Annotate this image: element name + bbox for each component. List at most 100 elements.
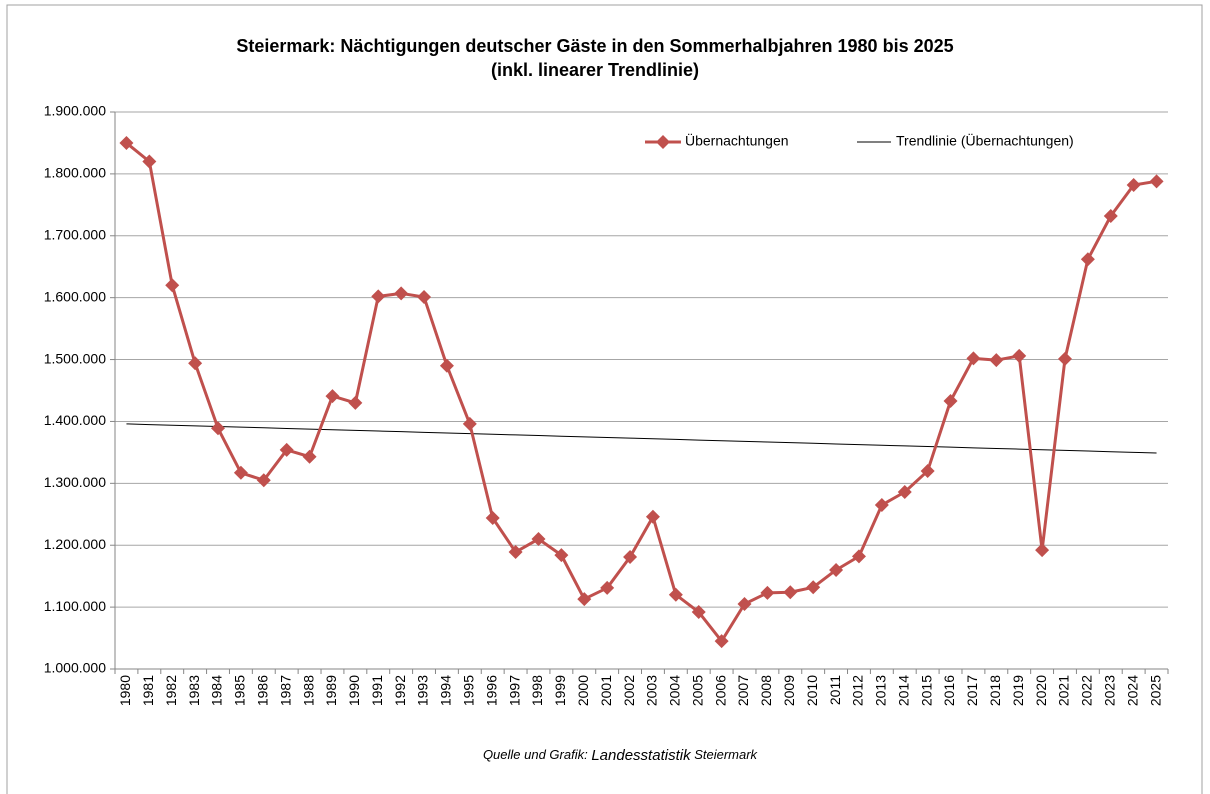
- x-tick-label: 2005: [689, 675, 705, 706]
- y-tick-label: 1.900.000: [44, 103, 106, 119]
- data-line: [125, 141, 1157, 643]
- x-tick-label: 2011: [827, 675, 843, 705]
- y-tick-label: 1.000.000: [44, 660, 106, 676]
- data-point: [1012, 348, 1027, 363]
- chart-title: Steiermark: Nächtigungen deutscher Gäste…: [236, 36, 953, 56]
- x-tick-label: 2007: [735, 675, 751, 706]
- x-tick-label: 2013: [873, 675, 889, 706]
- x-tick-label: 2018: [987, 675, 1003, 706]
- y-tick-label: 1.500.000: [44, 350, 106, 366]
- data-point: [668, 587, 683, 602]
- data-point: [691, 605, 706, 620]
- x-tick-label: 2019: [1010, 675, 1026, 706]
- data-point: [897, 484, 912, 499]
- data-point: [508, 545, 523, 560]
- x-tick-label: 2022: [1079, 675, 1095, 706]
- x-tick-label: 1983: [186, 675, 202, 706]
- legend-marker: [656, 135, 670, 149]
- x-tick-label: 2023: [1101, 675, 1117, 706]
- x-tick-label: 1989: [323, 675, 339, 706]
- chart-frame: [6, 4, 1203, 794]
- x-tick-label: 1980: [117, 675, 133, 706]
- x-tick-label: 2001: [598, 675, 614, 706]
- legend-label: Trendlinie (Übernachtungen): [896, 132, 1074, 149]
- x-tick-label: 1988: [300, 675, 316, 706]
- data-point: [1103, 208, 1118, 223]
- y-tick-label: 1.800.000: [44, 165, 106, 181]
- data-point: [577, 592, 592, 607]
- data-point: [531, 532, 546, 547]
- x-tick-label: 1999: [552, 675, 568, 706]
- data-point: [119, 135, 134, 150]
- data-point: [1035, 543, 1050, 558]
- y-tick-label: 1.200.000: [44, 536, 106, 552]
- x-tick-label: 1996: [483, 675, 499, 706]
- data-point: [256, 473, 271, 488]
- x-tick-label: 1993: [415, 675, 431, 706]
- data-point: [142, 154, 157, 169]
- x-tick-label: 1990: [346, 675, 362, 706]
- trend-line: [126, 423, 1157, 454]
- x-tick-label: 2000: [575, 675, 591, 706]
- data-point: [714, 634, 729, 649]
- x-tick-label: 1992: [392, 675, 408, 706]
- data-point: [943, 394, 958, 409]
- x-tick-label: 1982: [163, 675, 179, 706]
- data-point: [394, 286, 409, 301]
- x-tick-label: 2006: [712, 675, 728, 706]
- x-tick-label: 2024: [1124, 675, 1140, 706]
- data-point: [233, 465, 248, 480]
- x-tick-label: 2004: [667, 675, 683, 706]
- x-tick-label: 2012: [850, 675, 866, 706]
- data-point: [211, 421, 226, 436]
- data-point: [485, 510, 500, 525]
- data-point: [645, 509, 660, 524]
- x-tick-label: 1997: [506, 675, 522, 706]
- data-point: [874, 497, 889, 512]
- source-label: Quelle und Grafik:: [483, 747, 588, 762]
- x-tick-label: 2020: [1033, 675, 1049, 706]
- data-point: [371, 289, 386, 304]
- x-tick-label: 1994: [438, 675, 454, 706]
- data-point: [851, 549, 866, 564]
- x-tick-label: 2009: [781, 675, 797, 706]
- data-point: [1149, 174, 1164, 189]
- x-tick-label: 1981: [140, 675, 156, 706]
- y-tick-label: 1.600.000: [44, 288, 106, 304]
- data-point: [829, 562, 844, 577]
- data-point: [439, 358, 454, 373]
- y-tick-label: 1.400.000: [44, 412, 106, 428]
- x-tick-label: 1995: [461, 675, 477, 706]
- data-point: [783, 585, 798, 600]
- data-point: [417, 290, 432, 305]
- x-tick-label: 2010: [804, 675, 820, 706]
- data-point: [806, 580, 821, 595]
- x-tick-label: 2017: [964, 675, 980, 706]
- data-point: [1126, 178, 1141, 193]
- x-tick-label: 2015: [918, 675, 934, 706]
- y-tick-label: 1.300.000: [44, 474, 106, 490]
- data-point: [966, 351, 981, 366]
- data-point: [920, 463, 935, 478]
- x-tick-label: 2014: [895, 675, 911, 706]
- data-point: [760, 585, 775, 600]
- data-point: [554, 548, 569, 563]
- data-point: [462, 416, 477, 431]
- chart-subtitle: (inkl. linearer Trendlinie): [491, 60, 699, 80]
- x-tick-label: 1986: [254, 675, 270, 706]
- data-point: [737, 597, 752, 612]
- x-tick-label: 2021: [1056, 675, 1072, 706]
- x-tick-label: 1998: [529, 675, 545, 706]
- x-tick-label: 2016: [941, 675, 957, 706]
- x-tick-label: 2002: [621, 675, 637, 706]
- x-tick-label: 2008: [758, 675, 774, 706]
- x-tick-label: 2003: [644, 675, 660, 706]
- data-point: [1057, 351, 1072, 366]
- x-tick-label: 2025: [1147, 675, 1163, 706]
- data-point: [600, 580, 615, 595]
- source-region: Steiermark: [694, 747, 758, 762]
- x-tick-label: 1985: [232, 675, 248, 706]
- data-point: [989, 353, 1004, 368]
- data-point: [188, 356, 203, 371]
